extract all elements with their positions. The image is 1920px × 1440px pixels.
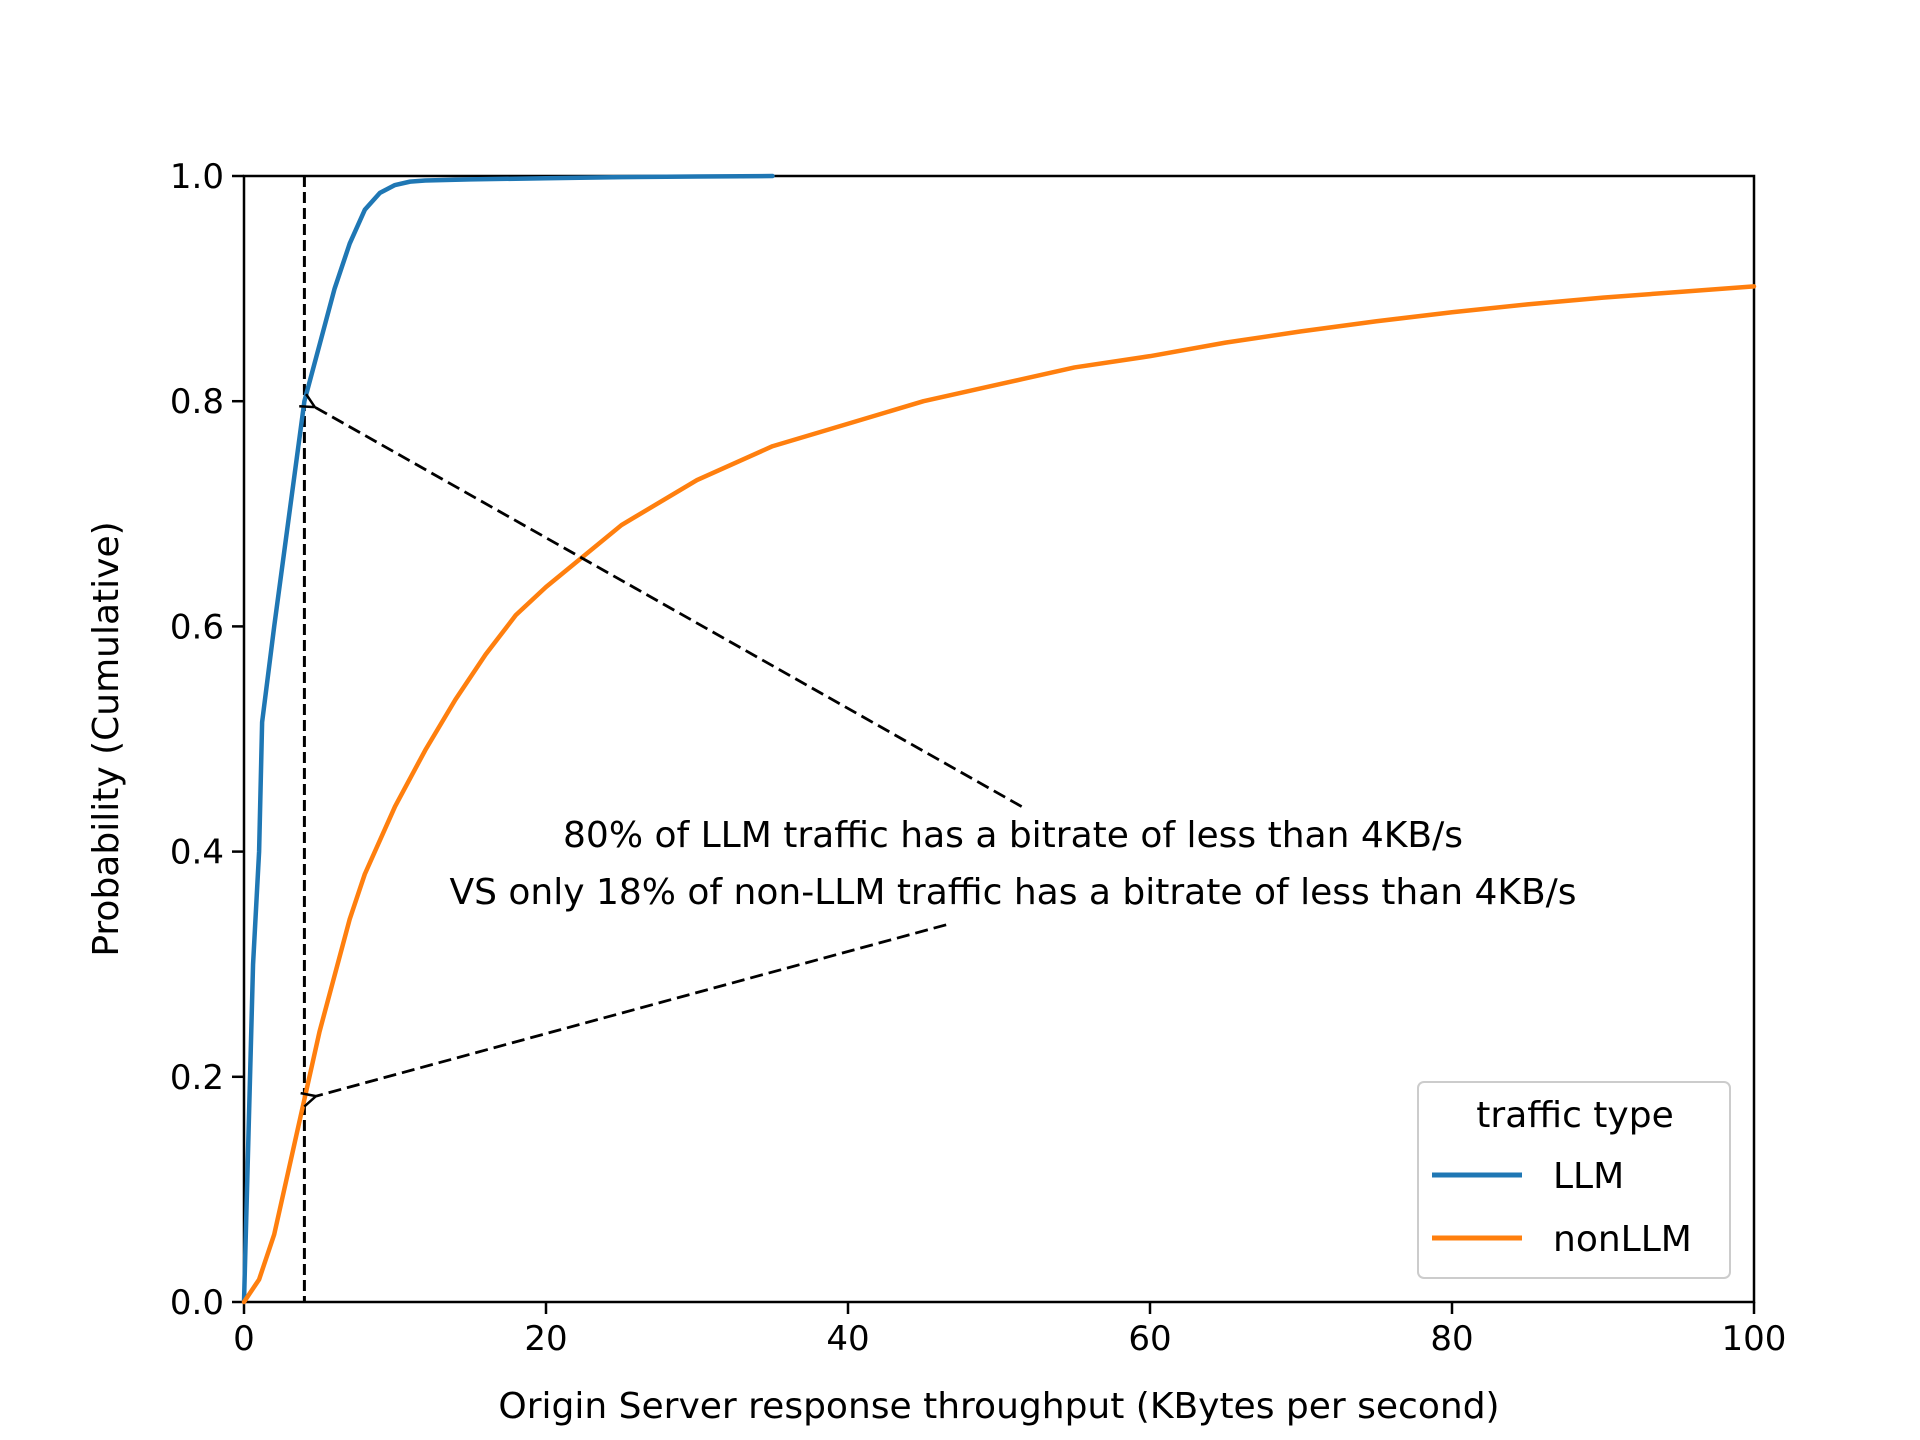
series-line-llm — [241, 173, 775, 1305]
annotation-line-2: VS only 18% of non-LLM traffic has a bit… — [449, 872, 1576, 913]
series-group — [241, 173, 1757, 1305]
annotation-arrows — [315, 407, 1023, 1096]
y-tick-label: 1.0 — [170, 157, 224, 197]
x-tick-label: 60 — [1128, 1319, 1171, 1359]
y-tick-label: 0.4 — [170, 833, 224, 873]
annotation-arrow-2 — [316, 923, 947, 1096]
legend-label-nonllm: nonLLM — [1553, 1219, 1692, 1260]
legend: traffic type LLM nonLLM — [1417, 1081, 1731, 1279]
x-axis-ticks: 0 20 40 60 80 100 — [233, 1302, 1786, 1359]
annotation-arrow-1 — [315, 407, 1023, 808]
x-tick-label: 40 — [826, 1319, 869, 1359]
x-tick-label: 80 — [1430, 1319, 1473, 1359]
x-tick-label: 0 — [233, 1319, 255, 1359]
x-tick-label: 20 — [524, 1319, 567, 1359]
x-axis-label: Origin Server response throughput (KByte… — [498, 1386, 1499, 1427]
y-axis-ticks: 0.0 0.2 0.4 0.6 0.8 1.0 — [170, 157, 244, 1323]
y-tick-label: 0.8 — [170, 382, 224, 422]
y-tick-label: 0.6 — [170, 607, 224, 647]
annotation-line-1: 80% of LLM traffic has a bitrate of less… — [563, 815, 1463, 856]
y-axis-label: Probability (Cumulative) — [86, 521, 127, 956]
y-tick-label: 0.2 — [170, 1058, 224, 1098]
legend-title: traffic type — [1476, 1095, 1673, 1136]
legend-label-llm: LLM — [1553, 1156, 1624, 1197]
series-line-nonllm — [241, 284, 1757, 1305]
legend-box — [1417, 1081, 1731, 1279]
y-tick-label: 0.0 — [170, 1283, 224, 1323]
x-tick-label: 100 — [1722, 1319, 1787, 1359]
